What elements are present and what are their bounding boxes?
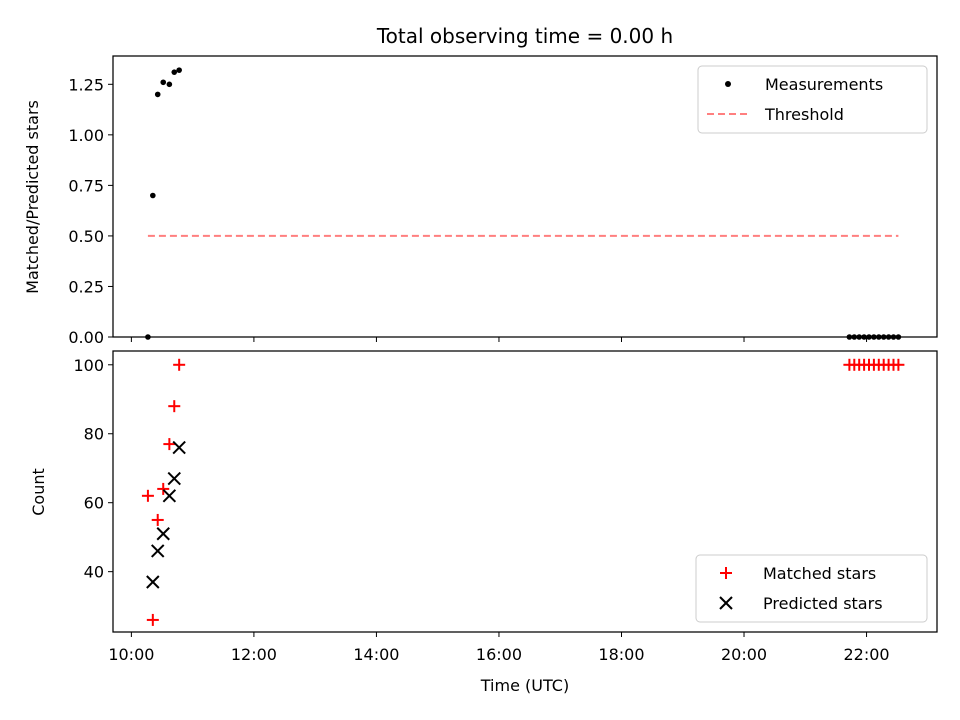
matched-stars-point [141, 489, 154, 502]
legend-marker-measurements [725, 81, 731, 87]
x-tick-label: 10:00 [108, 645, 154, 664]
legend-ratio: Measurements Threshold [697, 65, 928, 134]
y-tick-label: 1.25 [68, 75, 104, 94]
legend-count: Matched stars Predicted stars [695, 554, 928, 623]
legend-marker-predicted-stars [719, 596, 733, 610]
predicted-stars-point [156, 527, 170, 541]
chart-title: Total observing time = 0.00 h [376, 24, 673, 48]
ratio-plot-area [145, 67, 902, 340]
matched-stars-point [151, 513, 164, 526]
x-axis-label-time: Time (UTC) [480, 676, 569, 695]
measurements-point [160, 79, 167, 86]
x-tick-label: 16:00 [476, 645, 522, 664]
y-axis-ticks-ratio: 0.00 0.25 0.50 0.75 1.00 1.25 [68, 75, 113, 347]
matched-stars-point [892, 358, 905, 371]
y-tick-label: 60 [84, 494, 104, 513]
x-tick-label: 12:00 [231, 645, 277, 664]
matched-stars-point [146, 613, 159, 626]
legend-marker-matched-stars [720, 567, 732, 579]
matched-stars-point [163, 438, 176, 451]
y-tick-label: 0.25 [68, 277, 104, 296]
y-axis-ticks-count: 40 60 80 100 [73, 356, 113, 582]
y-axis-label-count: Count [29, 468, 48, 516]
x-tick-label: 22:00 [843, 645, 889, 664]
y-tick-label: 1.00 [68, 126, 104, 145]
measurements-point [166, 81, 173, 88]
y-tick-label: 100 [73, 356, 104, 375]
plot-frame-count [112, 350, 938, 633]
x-tick-label: 14:00 [353, 645, 399, 664]
y-tick-label: 80 [84, 425, 104, 444]
y-tick-label: 0.75 [68, 176, 104, 195]
matched-stars-point [168, 400, 181, 413]
x-tick-label: 20:00 [721, 645, 767, 664]
predicted-stars-point [151, 544, 165, 558]
legend-box [697, 65, 928, 134]
predicted-stars-point [167, 471, 181, 486]
predicted-stars-point [162, 489, 177, 503]
predicted-stars-point [172, 440, 186, 455]
legend-label-measurements: Measurements [765, 75, 883, 94]
legend-label-predicted-stars: Predicted stars [763, 594, 883, 613]
measurements-point [154, 91, 161, 98]
y-axis-label-ratio: Matched/Predicted stars [23, 100, 42, 294]
x-axis-ticks-time: 10:00 12:00 14:00 16:00 18:00 20:00 22:00 [108, 632, 890, 664]
top-panel-ratio-chart: Total observing time = 0.00 h Matched/Pr… [23, 24, 938, 347]
legend-label-matched-stars: Matched stars [763, 564, 876, 583]
y-tick-label: 40 [84, 563, 104, 582]
measurements-point [150, 192, 156, 199]
measurements-point [171, 69, 178, 75]
measurements-point [176, 67, 182, 73]
bottom-panel-count-chart: Count Time (UTC) 40 60 80 100 10:00 12:00 14:… [29, 350, 938, 695]
predicted-stars-point [146, 575, 160, 589]
matched-stars-point [157, 482, 170, 495]
legend-label-threshold: Threshold [764, 105, 844, 124]
plot-frame-ratio [112, 55, 938, 338]
legend-box [695, 554, 928, 623]
count-plot-area [141, 358, 905, 626]
y-tick-label: 0.50 [68, 227, 104, 246]
y-tick-label: 0.00 [68, 328, 104, 347]
x-axis-ticks-ratio [130, 337, 868, 342]
matched-stars-point [173, 358, 186, 371]
x-tick-label: 18:00 [598, 645, 644, 664]
